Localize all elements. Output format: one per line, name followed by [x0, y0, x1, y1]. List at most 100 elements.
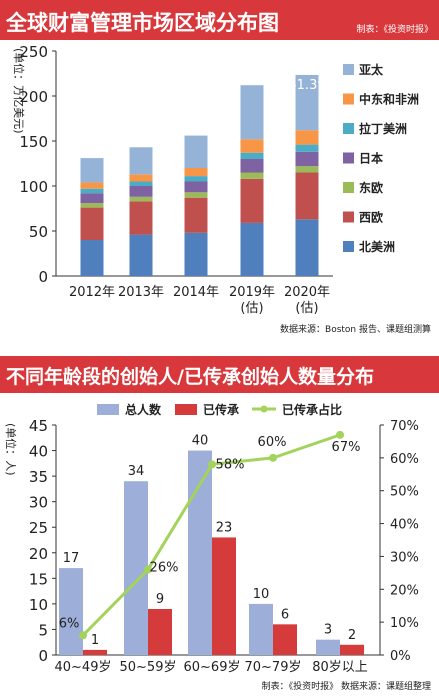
chart1-bar-segment: [240, 172, 264, 179]
chart1-svg: 0 50 100 150 200 250(单位：万亿美元) 2012年 2013年 2014年 2…: [12, 43, 419, 316]
chart2-bar-passed: [148, 609, 172, 655]
chart1-x-tick-label: 2020年: [284, 285, 330, 300]
chart2-bar-passed: [83, 649, 107, 655]
chart2-data-label-passed: 1: [91, 633, 99, 648]
chart1-bar-segment: [80, 240, 104, 276]
chart2-y-tick-label: 25: [29, 519, 48, 537]
chart2-y2-tick-label: 0%: [390, 649, 411, 664]
chart1-legend-label: 拉丁美洲: [359, 121, 407, 136]
chart2-data-label-total: 40: [192, 434, 209, 449]
chart2-bar-passed: [212, 537, 236, 655]
chart1-legend-label: 日本: [359, 151, 383, 166]
chart2-bar-total: [188, 450, 212, 655]
chart2-bar-total: [59, 568, 83, 655]
chart2-legend-label: 总人数: [125, 402, 162, 417]
chart2-title-bar: 不同年龄段的创始人/已传承创始人数量分布: [0, 356, 439, 393]
chart2-legend-label: 已传承占比: [282, 402, 342, 417]
chart1-legend-swatch: [343, 123, 354, 134]
chart1-y-tick-label: 200: [19, 88, 48, 106]
chart1-bar-segment: [240, 159, 264, 173]
chart1-x-tick-label: 2012年: [69, 285, 115, 300]
chart2-title: 不同年龄段的创始人/已传承创始人数量分布: [6, 366, 374, 388]
chart1-bar-segment: [240, 139, 264, 153]
chart1-legend-label: 亚太: [359, 62, 384, 77]
chart1-bar-segment: [295, 130, 319, 145]
chart2-x-tick-label: 70~79岁: [245, 660, 302, 674]
chart2-line-data-label: 58%: [216, 457, 245, 472]
chart2-data-label-total: 17: [63, 551, 80, 566]
chart1-bar-segment: [295, 219, 319, 276]
chart1-y-axis-label: (单位：万亿美元): [12, 48, 26, 134]
chart2-data-label-total: 3: [324, 623, 332, 638]
chart1-bar-segment: [295, 172, 319, 220]
chart1-bar-segment: [184, 197, 208, 233]
chart1-bar-segment: [129, 181, 153, 186]
chart2-y-tick-label: 15: [29, 570, 48, 588]
chart1-bar-segment: [240, 85, 264, 140]
chart1-y-tick-label: 100: [19, 178, 48, 196]
chart2-y2-tick-label: 50%: [390, 485, 419, 500]
chart1-bar-segment: [129, 147, 153, 175]
chart2-line-point: [269, 453, 277, 462]
chart2-y-tick-label: 40: [29, 443, 48, 461]
chart2-legend-label: 已传承: [203, 402, 239, 417]
chart1-bar-segment: [295, 74, 319, 131]
chart1-x-tick-sublabel: (估): [295, 301, 318, 316]
chart2-x-tick-label: 50~59岁: [120, 660, 177, 674]
chart2-line-data-label: 60%: [258, 435, 287, 450]
chart2-legend-marker: [260, 405, 268, 413]
chart1-bar-segment: [184, 176, 208, 182]
chart2-y2-tick-label: 30%: [390, 550, 419, 565]
chart1-x-tick-label: 2013年: [118, 285, 164, 300]
chart1-bar-segment: [184, 232, 208, 276]
chart1-bar-segment: [80, 207, 104, 240]
chart2-bar-total: [124, 481, 148, 655]
section-divider: [0, 340, 439, 356]
chart1-legend-swatch: [343, 182, 354, 193]
chart2-x-tick-label: 60~69岁: [184, 660, 241, 674]
chart1-bar-segment: [80, 182, 104, 189]
chart2-y-axis-label: (单位：人): [4, 423, 18, 476]
chart1-x-tick-label: 2014年: [173, 285, 219, 300]
chart1-bar-segment: [240, 178, 264, 223]
chart1-bar-segment: [240, 222, 264, 276]
chart1-legend-swatch: [343, 152, 354, 164]
chart2-y2-tick-label: 10%: [390, 616, 419, 631]
chart2-bar-total: [316, 639, 340, 655]
chart1-bar-segment: [80, 188, 104, 194]
chart1-y-tick-label: 150: [19, 133, 48, 151]
chart1-bar-segment: [295, 166, 319, 173]
chart1-bar-segment: [129, 186, 153, 197]
chart2-data-label-passed: 23: [216, 520, 233, 535]
chart1-title: 全球财富管理市场区域分布图: [6, 11, 279, 35]
chart2-line-data-label: 67%: [332, 440, 361, 455]
chart2-data-label-passed: 2: [348, 628, 356, 643]
chart2-y-tick-label: 30: [29, 494, 48, 512]
chart2-y-tick-label: 45: [29, 417, 48, 435]
chart2-y2-tick-label: 70%: [390, 419, 419, 434]
chart1-bar-segment: [184, 192, 208, 198]
chart1-panel: 0 50 100 150 200 250 (单位：万亿美元) 2012年 2013年 2014年 2…: [0, 40, 439, 328]
chart1-legend-label: 北美洲: [359, 239, 395, 254]
chart2-y-tick-label: 10: [29, 596, 48, 614]
chart1-bar-segment: [295, 151, 319, 167]
chart1-y-tick-label: 250: [19, 43, 48, 61]
chart2-bar-total: [249, 603, 273, 655]
chart1-source: 数据来源：Boston 报告、课题组测算: [280, 325, 431, 335]
chart1-bar-segment: [129, 174, 153, 182]
chart2-y-tick-label: 35: [29, 468, 48, 486]
chart2-svg: 0 5 10 15 20 25 30 35 40 45 0% 10% 20% 30% 40% 50% 60% 70…: [4, 402, 419, 674]
chart1-legend-label: 西欧: [359, 210, 383, 225]
chart2-legend-swatch: [175, 404, 197, 415]
chart1-bar-segment: [129, 201, 153, 235]
chart2-line-point: [336, 430, 344, 439]
chart2-data-label-passed: 9: [156, 592, 164, 607]
chart1-bar-segment: [184, 168, 208, 177]
chart2-y2-tick-label: 20%: [390, 583, 419, 598]
chart1-bar-segment: [80, 203, 104, 208]
chart1-legend-swatch: [343, 241, 354, 252]
chart1-legend-swatch: [343, 93, 354, 105]
chart1-x-tick-label: 2019年: [229, 285, 275, 300]
chart2-line-point: [144, 565, 152, 574]
chart1-bar-segment: [295, 144, 319, 152]
